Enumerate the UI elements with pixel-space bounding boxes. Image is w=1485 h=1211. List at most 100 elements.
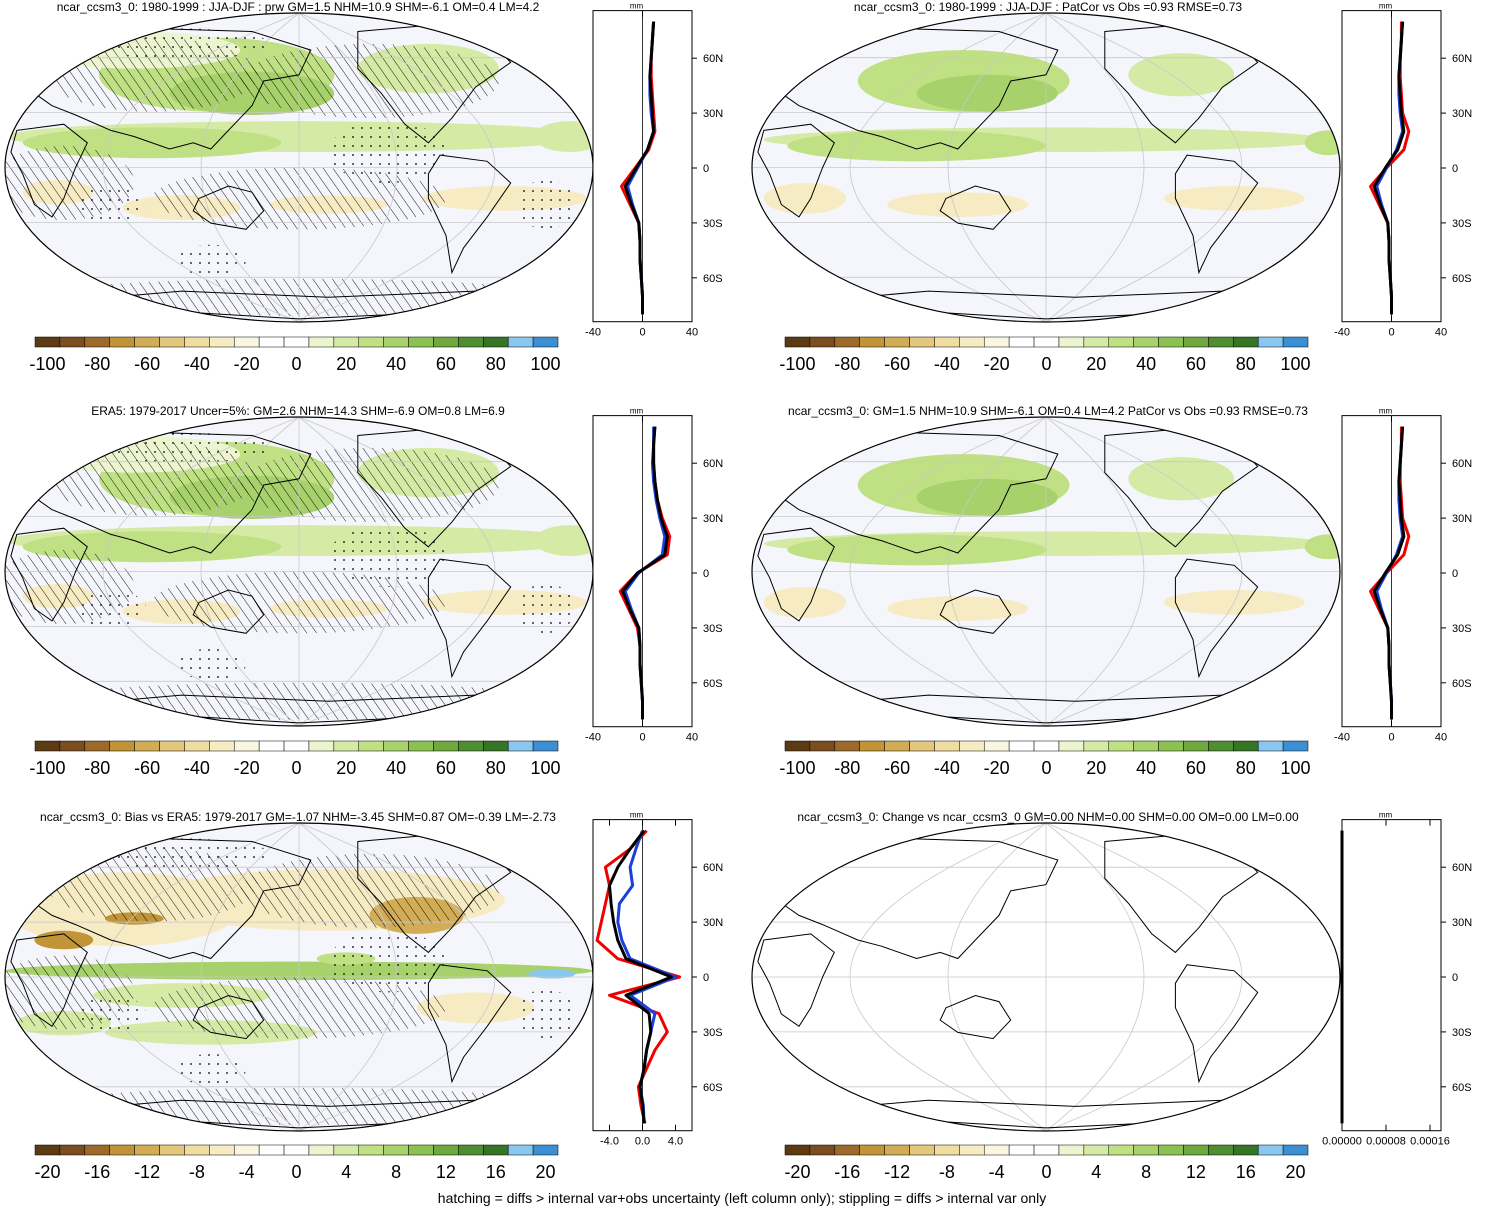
zonal-line-black — [1372, 426, 1406, 720]
colorbar-swatch — [809, 336, 836, 348]
colorbar-swatch — [383, 336, 409, 348]
colorbar-tick-label: 8 — [1141, 1162, 1151, 1182]
stippling — [75, 590, 147, 628]
graticule-lon — [947, 823, 1047, 1131]
graticule-lon — [298, 13, 398, 322]
colorbar-swatch — [1083, 740, 1110, 752]
colorbar-swatch — [859, 336, 885, 348]
colorbar-swatch — [59, 1144, 86, 1156]
lat-tick-label: 60S — [703, 273, 723, 285]
graticule-lon — [298, 417, 398, 726]
colorbar-tick-label: 20 — [1286, 1162, 1306, 1182]
world-map — [5, 13, 593, 322]
stippling — [175, 1054, 247, 1085]
colorbar-swatch — [1058, 740, 1085, 752]
colorbar-tick-label: -20 — [34, 1162, 60, 1182]
colorbar-swatch — [1282, 740, 1309, 752]
colorbar-swatch — [383, 740, 409, 752]
colorbar-swatch — [433, 1144, 459, 1156]
zonal-mean-plot: 0.00000 0.00008 0.00016 mm 60N 30N 0 30S 60S — [1322, 811, 1472, 1148]
lat-tick-label: 30S — [1452, 218, 1472, 230]
colorbar-swatch — [34, 1144, 61, 1156]
x-tick-label: 0 — [1388, 732, 1394, 744]
x-tick-label: 0.00000 — [1322, 1136, 1362, 1148]
colorbar-swatch — [308, 336, 335, 348]
stippling — [93, 838, 270, 870]
colorbar-swatch — [34, 740, 61, 752]
colorbar-swatch — [458, 1144, 484, 1156]
colorbar-swatch — [1158, 336, 1184, 348]
x-tick-label: 0.0 — [635, 1136, 650, 1148]
colorbar-swatch — [1108, 1144, 1134, 1156]
colorbar-tick-label: 60 — [436, 354, 456, 374]
colorbar-swatch — [1208, 336, 1234, 348]
colorbar-tick-label: -8 — [939, 1162, 955, 1182]
colorbar-tick-label: -100 — [779, 758, 815, 778]
colorbar-swatch — [159, 336, 185, 348]
colorbar-swatch — [1033, 1144, 1060, 1156]
colorbar-swatch — [134, 1144, 160, 1156]
colorbar-swatch — [1058, 1144, 1085, 1156]
zonal-unit: mm — [1379, 2, 1393, 11]
colorbar-tick-label: -12 — [134, 1162, 160, 1182]
colorbar-swatch — [458, 740, 484, 752]
stippling — [93, 28, 270, 60]
stippling — [75, 186, 147, 224]
lat-tick-label: 0 — [1452, 163, 1458, 175]
graticule-lon — [102, 823, 300, 1131]
colorbar-swatch — [458, 336, 484, 348]
colorbar-swatch — [383, 1144, 409, 1156]
colorbar-tick-label: -80 — [84, 354, 110, 374]
colorbar-tick-label: 16 — [486, 1162, 506, 1182]
colorbar-tick-label: -16 — [84, 1162, 110, 1182]
colorbar-tick-label: 100 — [531, 354, 561, 374]
colorbar-tick-label: 60 — [1186, 758, 1206, 778]
x-tick-label: 0 — [1388, 327, 1394, 339]
colorbar-tick-label: -20 — [234, 354, 260, 374]
zonal-mean-plot: -40 0 40 mm 60N 30N 0 30S 60S — [1334, 2, 1472, 339]
colorbar-swatch — [258, 740, 285, 752]
graticule-lon — [1045, 823, 1243, 1131]
graticule-lon — [849, 417, 1047, 726]
colorbar-swatch — [184, 740, 210, 752]
colorbar-swatch — [308, 740, 335, 752]
x-tick-label: -4.0 — [600, 1136, 619, 1148]
panel-model-pattern: ncar_ccsm3_0: 1980-1999 : JJA-DJF : PatC… — [751, 0, 1472, 374]
colorbar: -100 -80 -60 -40 -20 0 20 40 60 80 100 — [779, 336, 1311, 374]
colorbar-swatch — [483, 336, 509, 348]
graticule-lon — [1045, 823, 1145, 1131]
colorbar-tick-label: 0 — [1041, 1162, 1051, 1182]
lat-tick-label: 60N — [1452, 53, 1472, 65]
field-region — [916, 478, 1058, 516]
colorbar-tick-label: 0 — [291, 354, 301, 374]
coastline-samerica — [1174, 558, 1259, 679]
lat-tick-label: 60N — [703, 862, 723, 874]
colorbar-swatch — [934, 1144, 960, 1156]
colorbar-swatch — [884, 740, 910, 752]
colorbar-tick-label: 0 — [291, 1162, 301, 1182]
lat-tick-label: 30S — [1452, 623, 1472, 635]
colorbar-swatch — [109, 1144, 135, 1156]
colorbar-swatch — [34, 336, 61, 348]
colorbar-swatch — [1033, 740, 1060, 752]
coastline-samerica — [427, 558, 512, 679]
footnote: hatching = diffs > internal var+obs unce… — [438, 1190, 1046, 1206]
colorbar-tick-label: 80 — [486, 758, 506, 778]
x-tick-label: 40 — [686, 732, 698, 744]
colorbar-swatch — [159, 740, 185, 752]
colorbar-swatch — [859, 740, 885, 752]
lat-tick-label: 60S — [1452, 1082, 1472, 1094]
colorbar-tick-label: 0 — [1041, 354, 1051, 374]
colorbar-swatch — [134, 740, 160, 752]
lat-tick-label: 30S — [703, 623, 723, 635]
colorbar-swatch — [433, 740, 459, 752]
coastline-samerica — [427, 964, 512, 1084]
map-border — [751, 12, 1341, 323]
zonal-line-black — [623, 21, 656, 315]
coastline-africa — [757, 527, 835, 622]
colorbar-swatch — [884, 336, 910, 348]
colorbar-tick-label: -80 — [834, 758, 860, 778]
colorbar-swatch — [983, 336, 1010, 348]
panel-title: ncar_ccsm3_0: 1980-1999 : JJA-DJF : prw … — [57, 0, 540, 14]
